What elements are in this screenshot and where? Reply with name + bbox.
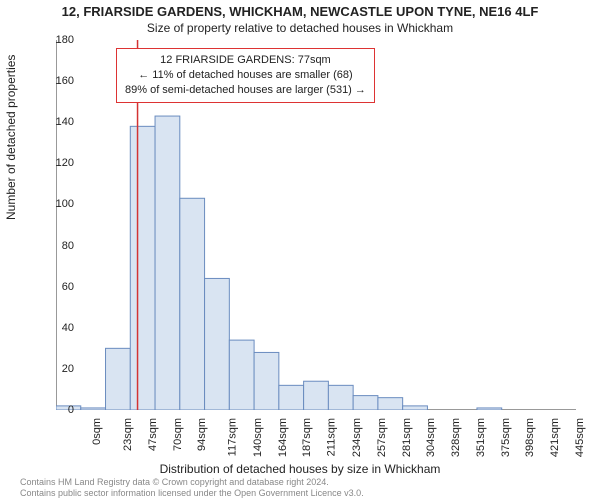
x-tick-label: 23sqm bbox=[122, 418, 134, 451]
y-tick-label: 20 bbox=[44, 363, 74, 375]
footnote: Contains HM Land Registry data © Crown c… bbox=[20, 477, 364, 498]
info-box: 12 FRIARSIDE GARDENS: 77sqm ← 11% of det… bbox=[116, 48, 375, 103]
page-title: 12, FRIARSIDE GARDENS, WHICKHAM, NEWCAST… bbox=[0, 0, 600, 19]
y-tick-label: 80 bbox=[44, 240, 74, 252]
y-tick-label: 180 bbox=[44, 34, 74, 46]
x-tick-label: 398sqm bbox=[524, 418, 536, 457]
x-tick-label: 375sqm bbox=[500, 418, 512, 457]
y-tick-label: 40 bbox=[44, 322, 74, 334]
y-tick-label: 160 bbox=[44, 75, 74, 87]
y-tick-label: 0 bbox=[44, 404, 74, 416]
y-tick-label: 120 bbox=[44, 157, 74, 169]
x-axis-label: Distribution of detached houses by size … bbox=[0, 462, 600, 476]
x-tick-label: 351sqm bbox=[475, 418, 487, 457]
y-axis-label: Number of detached properties bbox=[4, 55, 18, 220]
x-tick-label: 257sqm bbox=[376, 418, 388, 457]
info-line-3: 89% of semi-detached houses are larger (… bbox=[125, 83, 366, 98]
x-tick-label: 328sqm bbox=[450, 418, 462, 457]
x-tick-label: 234sqm bbox=[351, 418, 363, 457]
x-tick-label: 421sqm bbox=[549, 418, 561, 457]
x-tick-label: 445sqm bbox=[574, 418, 586, 457]
y-tick-label: 60 bbox=[44, 281, 74, 293]
chart-container: 12, FRIARSIDE GARDENS, WHICKHAM, NEWCAST… bbox=[0, 0, 600, 500]
x-tick-label: 164sqm bbox=[277, 418, 289, 457]
x-tick-label: 187sqm bbox=[302, 418, 314, 457]
x-tick-label: 70sqm bbox=[172, 418, 184, 451]
x-tick-label: 117sqm bbox=[227, 418, 239, 456]
info-line-1: 12 FRIARSIDE GARDENS: 77sqm bbox=[125, 53, 366, 68]
x-tick-label: 94sqm bbox=[196, 418, 208, 451]
y-tick-label: 140 bbox=[44, 116, 74, 128]
y-tick-label: 100 bbox=[44, 198, 74, 210]
page-subtitle: Size of property relative to detached ho… bbox=[0, 19, 600, 35]
info-line-2: ← 11% of detached houses are smaller (68… bbox=[125, 68, 366, 83]
x-tick-label: 211sqm bbox=[326, 418, 338, 456]
footnote-line-1: Contains HM Land Registry data © Crown c… bbox=[20, 477, 364, 487]
x-tick-label: 0sqm bbox=[91, 418, 103, 445]
x-tick-label: 304sqm bbox=[425, 418, 437, 457]
x-tick-label: 281sqm bbox=[401, 418, 413, 457]
x-tick-label: 140sqm bbox=[252, 418, 264, 457]
footnote-line-2: Contains public sector information licen… bbox=[20, 488, 364, 498]
x-tick-label: 47sqm bbox=[147, 418, 159, 451]
